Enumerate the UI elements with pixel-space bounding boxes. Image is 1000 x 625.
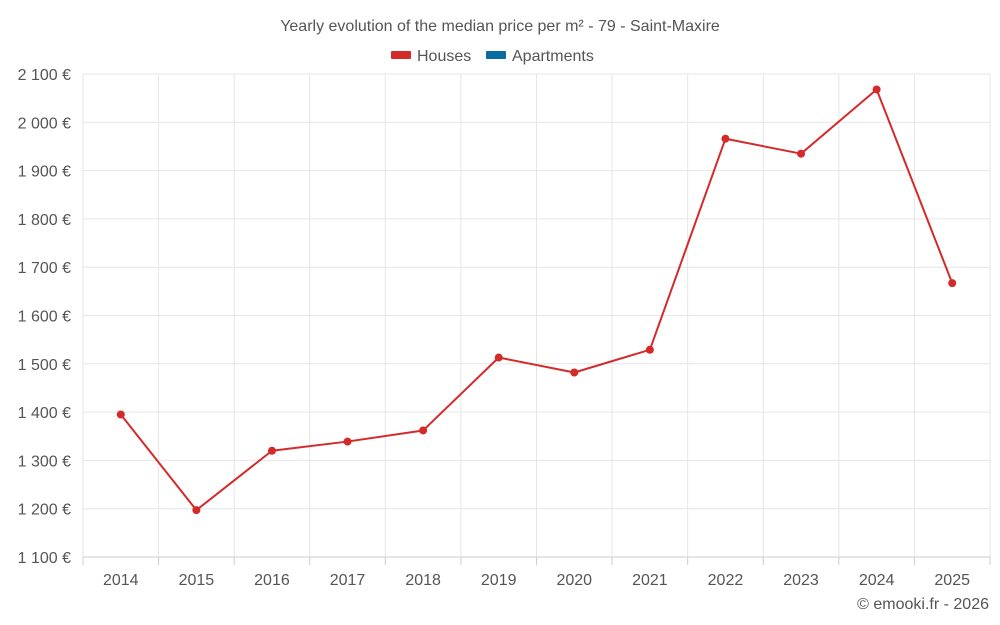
x-tick-label: 2016 — [254, 572, 290, 589]
data-point-houses-2022[interactable] — [721, 134, 730, 143]
y-tick-label: 1 600 € — [18, 309, 71, 326]
data-point-houses-2023[interactable] — [797, 149, 806, 158]
y-axis: 2 100 € 2 000 € 1 900 € 1 800 € 1 700 € 1 600… — [18, 67, 71, 567]
legend-swatch-apartments — [486, 51, 506, 59]
data-point-houses-2018[interactable] — [419, 426, 428, 435]
y-tick-label: 2 100 € — [18, 67, 71, 84]
legend-swatch-houses — [391, 51, 411, 59]
data-point-houses-2016[interactable] — [267, 446, 276, 455]
x-axis: 2014 2015 2016 2017 2018 2019 2020 2021 2022 2023… — [103, 572, 970, 589]
y-tick-label: 1 200 € — [18, 502, 71, 519]
data-point-houses-2020[interactable] — [570, 368, 579, 377]
x-tick-label: 2017 — [330, 572, 366, 589]
x-tick-label: 2022 — [708, 572, 744, 589]
data-point-houses-2017[interactable] — [343, 437, 352, 446]
x-tick-label: 2014 — [103, 572, 139, 589]
grid — [82, 73, 991, 565]
y-tick-label: 1 900 € — [18, 164, 71, 181]
legend-item-apartments[interactable]: Apartments — [486, 48, 594, 65]
data-point-houses-2014[interactable] — [116, 410, 125, 419]
legend-label-houses: Houses — [417, 48, 471, 65]
y-tick-label: 1 400 € — [18, 405, 71, 422]
data-point-houses-2019[interactable] — [494, 353, 503, 362]
data-point-houses-2025[interactable] — [948, 279, 957, 288]
x-tick-label: 2024 — [859, 572, 895, 589]
series-area — [116, 85, 957, 515]
x-tick-label: 2019 — [481, 572, 517, 589]
credit-text[interactable]: © emooki.fr - 2026 — [857, 596, 989, 613]
x-tick-label: 2023 — [783, 572, 819, 589]
y-tick-label: 1 100 € — [18, 550, 71, 567]
legend: Houses Apartments — [391, 48, 594, 65]
y-tick-label: 1 500 € — [18, 357, 71, 374]
x-tick-label: 2020 — [556, 572, 592, 589]
y-tick-label: 1 800 € — [18, 212, 71, 229]
legend-label-apartments: Apartments — [512, 48, 594, 65]
x-tick-label: 2021 — [632, 572, 668, 589]
data-point-houses-2021[interactable] — [645, 345, 654, 354]
chart-title: Yearly evolution of the median price per… — [280, 18, 720, 35]
y-tick-label: 2 000 € — [18, 115, 71, 132]
y-tick-label: 1 700 € — [18, 260, 71, 277]
data-point-houses-2015[interactable] — [192, 506, 201, 515]
x-tick-label: 2025 — [934, 572, 970, 589]
series-line-houses — [119, 88, 954, 512]
y-tick-label: 1 300 € — [18, 453, 71, 470]
data-point-houses-2024[interactable] — [872, 85, 881, 94]
legend-item-houses[interactable]: Houses — [391, 48, 471, 65]
x-tick-label: 2015 — [179, 572, 215, 589]
x-tick-label: 2018 — [405, 572, 441, 589]
